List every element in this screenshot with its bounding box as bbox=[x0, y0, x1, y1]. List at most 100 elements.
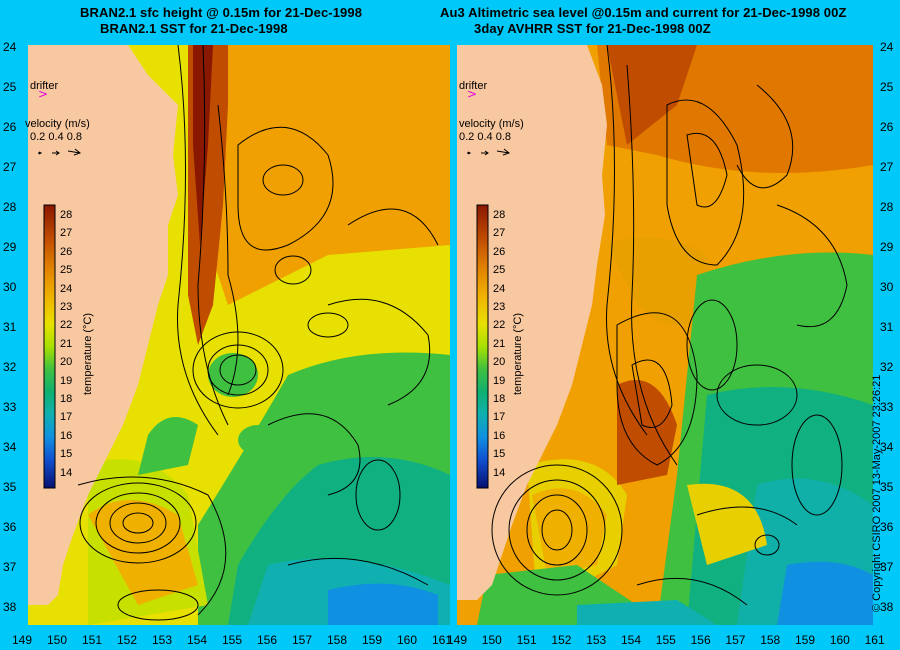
colorbar-tick: 24 bbox=[493, 282, 506, 295]
latitude-label: 30 bbox=[3, 280, 17, 294]
latitude-label: 24 bbox=[880, 40, 894, 54]
longitude-label: 161 bbox=[432, 633, 453, 647]
left-sst-map: > bbox=[28, 45, 450, 625]
longitude-label: 156 bbox=[257, 633, 278, 647]
longitude-label: 149 bbox=[447, 633, 468, 647]
colorbar-tick: 22 bbox=[60, 319, 73, 332]
colorbar-tick: 27 bbox=[493, 227, 506, 240]
colorbar-tick: 28 bbox=[60, 209, 73, 221]
colorbar-tick: 14 bbox=[60, 466, 73, 479]
longitude-label: 152 bbox=[117, 633, 138, 647]
longitude-label: 155 bbox=[222, 633, 243, 647]
latitude-label: 36 bbox=[880, 520, 894, 534]
longitude-label: 154 bbox=[621, 633, 642, 647]
latitude-label: 29 bbox=[3, 240, 17, 254]
left-title-line1: BRAN2.1 sfc height @ 0.15m for 21-Dec-19… bbox=[80, 5, 363, 20]
latitude-label: 25 bbox=[3, 80, 17, 94]
colorbar-tick: 25 bbox=[60, 264, 73, 277]
latitude-label: 32 bbox=[880, 360, 894, 374]
longitude-label: 151 bbox=[516, 633, 537, 647]
latitude-label: 35 bbox=[3, 480, 17, 494]
colorbar-tick: 16 bbox=[60, 429, 73, 442]
latitude-label: 25 bbox=[880, 80, 894, 94]
latitude-label: 31 bbox=[3, 320, 17, 334]
svg-text:>: > bbox=[38, 87, 48, 101]
right-map-panel: > bbox=[457, 45, 873, 625]
left-velocity-label: velocity (m/s) bbox=[25, 118, 90, 130]
longitude-label: 150 bbox=[47, 633, 68, 647]
latitude-label: 33 bbox=[3, 400, 17, 414]
latitude-label: 34 bbox=[880, 440, 894, 454]
latitude-label: 33 bbox=[880, 400, 894, 414]
longitude-label: 154 bbox=[187, 633, 208, 647]
colorbar-tick: 17 bbox=[60, 411, 73, 424]
latitude-label: 30 bbox=[880, 280, 894, 294]
colorbar-tick: 23 bbox=[60, 301, 73, 313]
colorbar-tick: 17 bbox=[493, 411, 506, 424]
longitude-label: 158 bbox=[760, 633, 781, 647]
latitude-label: 27 bbox=[880, 160, 894, 174]
longitude-label: 153 bbox=[152, 633, 173, 647]
latitude-label: 35 bbox=[880, 480, 894, 494]
longitude-label: 159 bbox=[795, 633, 816, 647]
colorbar-tick: 18 bbox=[493, 393, 506, 405]
longitude-label: 153 bbox=[586, 633, 607, 647]
longitude-label: 151 bbox=[82, 633, 103, 647]
colorbar-tick: 26 bbox=[60, 245, 73, 258]
colorbar-tick: 21 bbox=[493, 337, 506, 350]
colorbar-tick: 19 bbox=[493, 374, 506, 387]
longitude-label: 160 bbox=[829, 633, 850, 647]
longitude-label: 157 bbox=[292, 633, 313, 647]
colorbar-tick: 27 bbox=[60, 227, 73, 240]
latitude-label: 34 bbox=[3, 440, 17, 454]
colorbar-tick: 19 bbox=[60, 374, 73, 387]
longitude-label: 150 bbox=[481, 633, 502, 647]
colorbar-tick: 15 bbox=[60, 448, 73, 461]
longitude-label: 152 bbox=[551, 633, 572, 647]
longitude-label: 157 bbox=[725, 633, 746, 647]
longitude-label: 149 bbox=[12, 633, 33, 647]
latitude-label: 26 bbox=[880, 120, 894, 134]
colorbar-tick: 24 bbox=[60, 282, 73, 295]
longitude-label: 161 bbox=[864, 633, 885, 647]
left-title-line2: BRAN2.1 SST for 21-Dec-1998 bbox=[100, 21, 288, 36]
colorbar-tick: 22 bbox=[493, 319, 506, 332]
latitude-label: 38 bbox=[880, 600, 894, 614]
latitude-label: 29 bbox=[880, 240, 894, 254]
colorbar-tick: 23 bbox=[493, 301, 506, 313]
latitude-label: 37 bbox=[880, 560, 894, 574]
svg-text:>: > bbox=[467, 87, 477, 101]
colorbar-tick: 14 bbox=[493, 466, 506, 479]
latitude-label: 31 bbox=[880, 320, 894, 334]
colorbar-tick: 16 bbox=[493, 429, 506, 442]
latitude-label: 37 bbox=[3, 560, 17, 574]
latitude-label: 32 bbox=[3, 360, 17, 374]
right-drifter-label: drifter bbox=[459, 80, 488, 92]
left-map-panel: > bbox=[28, 45, 450, 625]
right-velocity-label: velocity (m/s) bbox=[459, 118, 524, 130]
latitude-label: 28 bbox=[3, 200, 17, 214]
colorbar-tick: 15 bbox=[493, 448, 506, 461]
right-colorbar-title: temperature (°C) bbox=[512, 312, 524, 395]
colorbar-tick: 26 bbox=[493, 245, 506, 258]
colorbar-tick: 21 bbox=[60, 337, 73, 350]
longitude-label: 155 bbox=[655, 633, 676, 647]
right-title-line2: 3day AVHRR SST for 21-Dec-1998 00Z bbox=[474, 21, 711, 36]
latitude-label: 28 bbox=[880, 200, 894, 214]
left-velocity-scale: 0.2 0.4 0.8 bbox=[30, 131, 82, 143]
longitude-label: 159 bbox=[362, 633, 383, 647]
colorbar-tick: 20 bbox=[60, 356, 73, 369]
colorbar-tick: 20 bbox=[493, 356, 506, 369]
latitude-label: 26 bbox=[3, 120, 17, 134]
left-drifter-label: drifter bbox=[30, 80, 59, 92]
longitude-label: 156 bbox=[690, 633, 711, 647]
right-sst-map: > bbox=[457, 45, 873, 625]
colorbar-tick: 25 bbox=[493, 264, 506, 277]
longitude-label: 158 bbox=[327, 633, 348, 647]
latitude-label: 24 bbox=[3, 40, 17, 54]
right-title-line1: Au3 Altimetric sea level @0.15m and curr… bbox=[440, 5, 847, 20]
colorbar-tick: 18 bbox=[60, 393, 73, 405]
latitude-label: 36 bbox=[3, 520, 17, 534]
longitude-label: 160 bbox=[397, 633, 418, 647]
latitude-label: 27 bbox=[3, 160, 17, 174]
